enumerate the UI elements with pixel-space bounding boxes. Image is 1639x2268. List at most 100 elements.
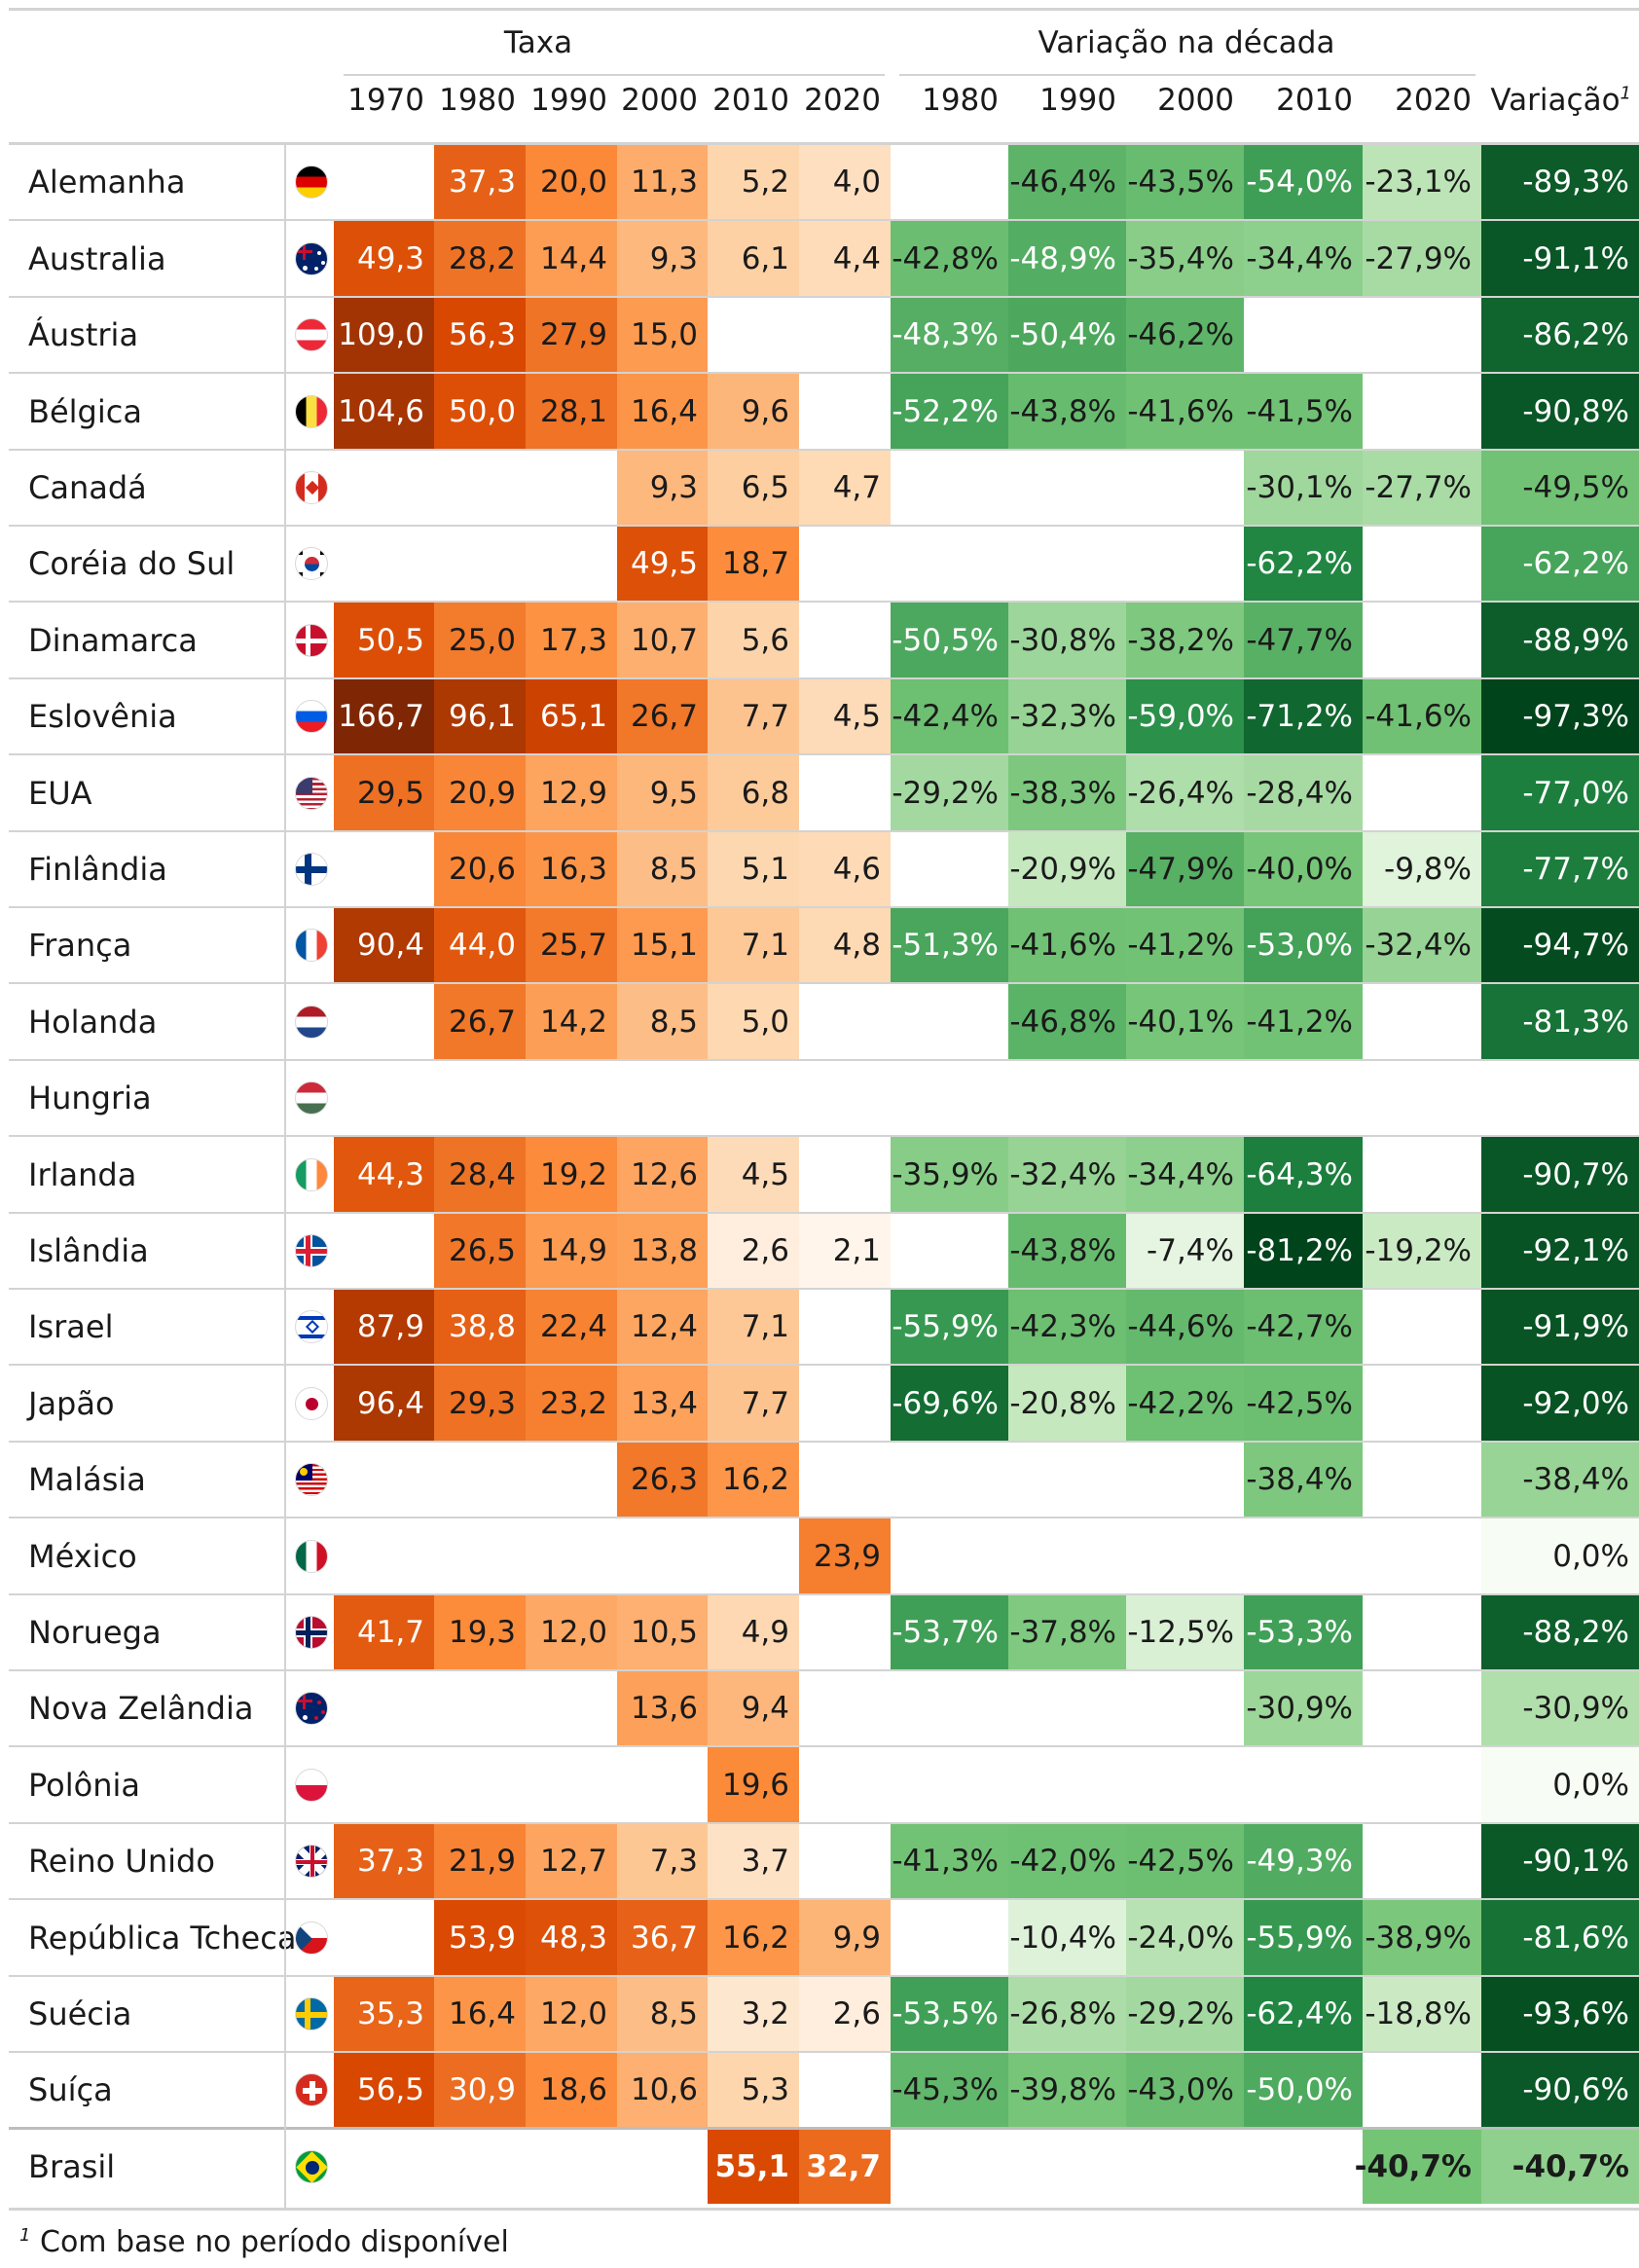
column-divider — [284, 145, 286, 2208]
col-header-taxa-2020: 2020 — [804, 83, 881, 118]
col-header-taxa-2000: 2000 — [621, 83, 698, 118]
taxa-cell: 8,5 — [617, 1977, 708, 2051]
col-header-taxa-1990: 1990 — [530, 83, 607, 118]
taxa-cell: 23,2 — [526, 1366, 617, 1441]
row-label: EUA — [28, 774, 92, 812]
taxa-cell: 12,7 — [526, 1824, 617, 1898]
row-label: Israel — [28, 1308, 114, 1345]
total-variation-cell: 0,0% — [1481, 1747, 1639, 1822]
taxa-cell: 2,6 — [708, 1214, 799, 1288]
total-variation-cell: -86,2% — [1481, 298, 1639, 372]
row-label: Finlândia — [28, 851, 167, 888]
taxa-cell: 20,0 — [526, 145, 617, 219]
taxa-cell: 19,6 — [708, 1747, 799, 1822]
taxa-cell: 19,3 — [434, 1595, 526, 1669]
flag-mx-icon — [295, 1539, 328, 1573]
flag-kr-icon — [295, 547, 328, 580]
bottom-rule — [9, 2208, 1639, 2211]
row-label: Bélgica — [28, 392, 142, 430]
taxa-cell: 9,3 — [617, 451, 708, 525]
taxa-cell: 26,7 — [617, 679, 708, 753]
variation-cell: -38,3% — [1008, 755, 1126, 830]
taxa-cell: 2,1 — [799, 1214, 891, 1288]
group-rule-variacao — [899, 74, 1475, 76]
top-rule — [9, 8, 1639, 11]
taxa-cell: 55,1 — [708, 2129, 799, 2204]
taxa-cell: 5,2 — [708, 145, 799, 219]
footnote-mark: 1 — [19, 2225, 31, 2246]
variation-cell: -44,6% — [1126, 1290, 1244, 1364]
col-header-var-2010: 2010 — [1276, 83, 1353, 118]
taxa-cell: 25,7 — [526, 908, 617, 982]
taxa-cell: 7,7 — [708, 679, 799, 753]
variation-cell: -41,6% — [1008, 908, 1126, 982]
variation-cell: -29,2% — [1126, 1977, 1244, 2051]
row-divider — [9, 906, 1639, 908]
variation-cell: -19,2% — [1363, 1214, 1481, 1288]
row-divider — [9, 372, 1639, 374]
taxa-cell: 4,7 — [799, 451, 891, 525]
taxa-cell: 56,3 — [434, 298, 526, 372]
variation-cell: -41,5% — [1244, 374, 1363, 449]
taxa-cell: 96,1 — [434, 679, 526, 753]
total-variation-cell: -90,7% — [1481, 1137, 1639, 1212]
variation-cell: -10,4% — [1008, 1900, 1126, 1975]
flag-de-icon — [295, 165, 328, 199]
row-divider — [9, 1822, 1639, 1824]
row-divider — [9, 1441, 1639, 1443]
variation-cell: -29,2% — [891, 755, 1008, 830]
variation-cell: -48,3% — [891, 298, 1008, 372]
variation-cell: -41,3% — [891, 1824, 1008, 1898]
taxa-cell: 53,9 — [434, 1900, 526, 1975]
taxa-cell: 87,9 — [334, 1290, 434, 1364]
flag-my-icon — [295, 1463, 328, 1496]
taxa-cell: 5,3 — [708, 2053, 799, 2127]
total-variation-cell: -94,7% — [1481, 908, 1639, 982]
variation-cell: -47,7% — [1244, 603, 1363, 677]
taxa-cell: 41,7 — [334, 1595, 434, 1669]
variation-cell: -26,8% — [1008, 1977, 1126, 2051]
row-label: Dinamarca — [28, 621, 198, 659]
row-label: Japão — [28, 1384, 115, 1422]
taxa-cell: 4,5 — [799, 679, 891, 753]
taxa-cell: 16,4 — [434, 1977, 526, 2051]
taxa-cell: 25,0 — [434, 603, 526, 677]
variation-cell: -42,2% — [1126, 1366, 1244, 1441]
variation-cell: -46,4% — [1008, 145, 1126, 219]
variation-cell: -48,9% — [1008, 221, 1126, 296]
flag-gb-icon — [295, 1845, 328, 1878]
flag-fr-icon — [295, 929, 328, 962]
flag-jp-icon — [295, 1386, 328, 1420]
total-variation-cell: -88,2% — [1481, 1595, 1639, 1669]
taxa-cell: 166,7 — [334, 679, 434, 753]
taxa-cell: 19,2 — [526, 1137, 617, 1212]
variation-cell: -38,2% — [1126, 603, 1244, 677]
taxa-cell: 12,6 — [617, 1137, 708, 1212]
row-divider — [9, 1593, 1639, 1595]
taxa-cell: 13,6 — [617, 1671, 708, 1745]
total-variation-cell: -92,1% — [1481, 1214, 1639, 1288]
taxa-cell: 9,3 — [617, 221, 708, 296]
variation-cell: -62,2% — [1244, 527, 1363, 601]
variation-cell: -42,0% — [1008, 1824, 1126, 1898]
row-label: Suécia — [28, 1995, 132, 2032]
total-variation-cell: -92,0% — [1481, 1366, 1639, 1441]
row-divider — [9, 1059, 1639, 1061]
taxa-cell: 3,7 — [708, 1824, 799, 1898]
variation-cell: -27,7% — [1363, 451, 1481, 525]
variation-cell: -46,2% — [1126, 298, 1244, 372]
col-header-taxa-1980: 1980 — [439, 83, 516, 118]
total-variation-cell: -30,9% — [1481, 1671, 1639, 1745]
row-divider — [9, 830, 1639, 832]
row-label: Australia — [28, 239, 166, 277]
taxa-cell: 27,9 — [526, 298, 617, 372]
row-divider — [9, 1517, 1639, 1518]
taxa-cell: 14,4 — [526, 221, 617, 296]
taxa-cell: 11,3 — [617, 145, 708, 219]
group-header-variacao: Variação na década — [1038, 25, 1335, 60]
col-header-taxa-1970: 1970 — [347, 83, 424, 118]
col-header-var-2020: 2020 — [1395, 83, 1472, 118]
variation-cell: -50,4% — [1008, 298, 1126, 372]
variation-cell: -20,8% — [1008, 1366, 1126, 1441]
